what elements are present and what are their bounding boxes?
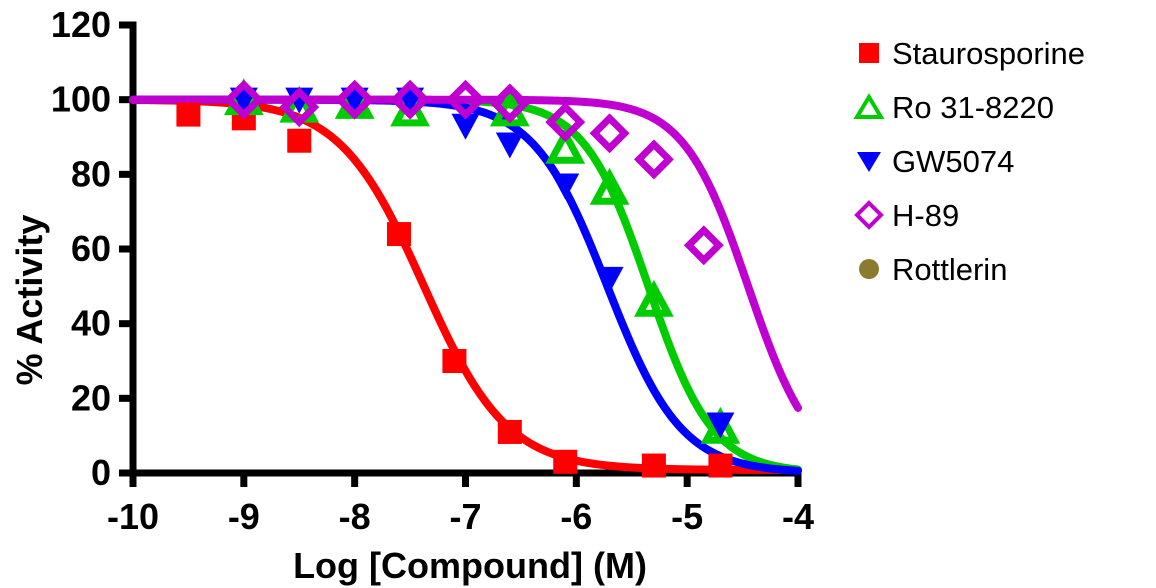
legend-item[interactable]: H-89 [846,188,1156,242]
legend-marker-square-filled-icon [846,35,892,71]
x-tick-label: -9 [228,496,260,537]
data-point [279,87,320,128]
x-tick-label: -5 [671,496,703,537]
data-point [390,79,431,120]
y-axis-title: % Activity [9,215,50,386]
x-tick-label: -10 [107,496,159,537]
data-point [708,453,733,478]
data-point [595,266,624,293]
data-point [633,139,674,180]
data-point [497,419,522,444]
legend-item[interactable]: GW5074 [846,134,1156,188]
data-point [223,79,264,120]
series-curves [129,95,802,475]
y-tick-labels: 0 20 40 60 80 100 120 [51,4,111,493]
data-point [445,79,486,120]
legend-marker-diamond-open-icon [846,197,892,233]
y-tick-label: 120 [51,4,111,45]
data-point [387,222,411,247]
y-tick-label: 60 [71,228,111,269]
y-tick-label: 100 [51,79,111,120]
data-point [442,349,467,373]
legend-item-label: Ro 31-8220 [892,89,1055,125]
legend-marker-triangle-up-open-icon [846,89,892,125]
series-markers [176,78,741,478]
data-point [683,225,724,266]
data-point [451,113,480,140]
legend-item-label: H-89 [892,197,960,233]
x-tick-labels: -10 -9 -8 -7 -6 -5 -4 [107,496,814,537]
data-point [176,102,201,127]
legend-marker-triangle-down-filled-icon [846,143,892,179]
plot-area: % Activity Log [Compound] (M) 0 20 40 60 80 1… [9,4,814,586]
legend-item-label: Rottlerin [892,251,1008,287]
dose-response-plot: % Activity Log [Compound] (M) 0 20 40 60 80 1… [9,4,814,586]
data-point [285,87,314,114]
data-point [495,132,524,159]
y-tick-label: 0 [91,452,111,493]
data-point [545,102,586,143]
data-point [287,128,312,153]
data-point [553,449,578,474]
legend-item-label: GW5074 [892,143,1015,179]
legend-item[interactable]: Rottlerin [846,242,1156,296]
x-tick-label: -4 [782,496,814,537]
data-point [641,453,666,478]
x-tick-label: -7 [449,496,481,537]
data-point [589,113,630,154]
data-point [551,173,580,200]
legend-item-label: Staurosporine [892,35,1086,71]
y-tick-label: 80 [71,153,111,194]
data-point [489,83,530,124]
legend-item[interactable]: Ro 31-8220 [846,80,1156,134]
data-point [700,406,741,444]
data-point [545,126,586,164]
legend-marker-circle-filled-icon [846,251,892,287]
data-point [706,412,735,439]
data-point [334,79,375,120]
data-point [634,279,674,317]
chart-legend: Staurosporine Ro 31-8220 GW5074 H-89 Rottler… [846,26,1156,296]
y-tick-label: 20 [71,377,111,418]
data-point [589,167,630,205]
curve-ro-31-8220 [129,95,802,474]
x-axis-title: Log [Compound] (M) [293,545,647,586]
y-tick-label: 40 [71,303,111,344]
x-tick-label: -6 [560,496,592,537]
x-tick-label: -8 [339,496,371,537]
legend-item[interactable]: Staurosporine [846,26,1156,80]
